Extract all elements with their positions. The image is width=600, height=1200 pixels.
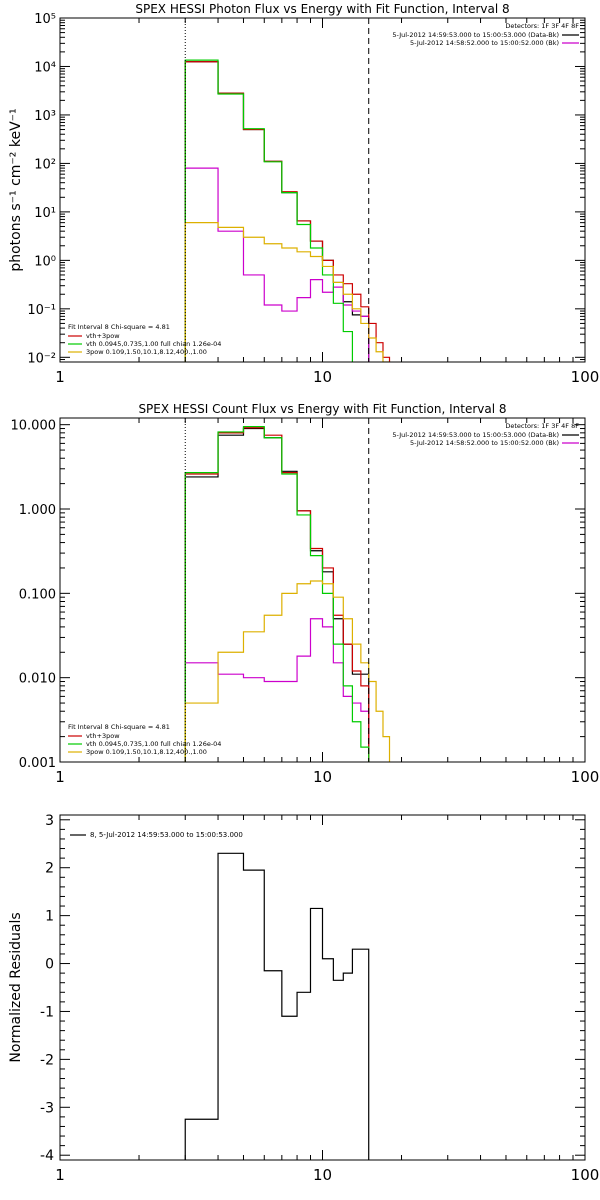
x-tick-label: 1: [55, 368, 65, 386]
y-axis-label: photons s⁻¹ cm⁻² keV⁻¹: [8, 108, 24, 271]
y-tick-label: -2: [40, 1052, 54, 1068]
x-tick-label: 1: [55, 1166, 65, 1184]
x-tick-label: 10: [313, 368, 332, 386]
y-axis-label: Normalized Residuals: [8, 912, 24, 1062]
y-tick-label: 10²: [34, 157, 56, 172]
y-tick-label: 10.000: [11, 419, 57, 434]
series-3pow-line: [184, 580, 391, 762]
y-tick-label: -4: [40, 1148, 54, 1164]
legend-entry-label: 5-Jul-2012 14:59:53.000 to 15:00:53.000 …: [392, 31, 559, 39]
y-tick-label: 10³: [34, 109, 56, 124]
y-tick-label: 0.010: [19, 672, 56, 687]
series-vth-3pow-line: [184, 61, 391, 362]
chart-panel-1: 1 10 100 10⁻² 10⁻¹ 10⁰ 10¹ 10² 10³ 10⁴ 10⁵ SPEX HES…: [8, 2, 600, 386]
legend-header: Detectors: 1F 3F 4F 8F: [505, 22, 579, 30]
series-group: [184, 852, 370, 1160]
x-tick-label: 10: [313, 1166, 332, 1184]
y-tick-label: 10¹: [34, 206, 56, 221]
y-tick-label: 10⁵: [34, 12, 56, 27]
y-tick-label: 1: [45, 909, 54, 925]
legend-entry-label: 3pow 0.109,1.50,10.1,8.12,400.,1.00: [86, 748, 207, 756]
y-tick-label: 10⁻²: [27, 351, 56, 366]
series-3pow-line: [184, 222, 391, 362]
fit-legend-header: Fit Interval 8 Chi-square = 4.81: [68, 723, 170, 731]
legend-entry-label: vth+3pow: [86, 732, 120, 740]
x-tick-label: 100: [571, 368, 600, 386]
chart-title: SPEX HESSI Count Flux vs Energy with Fit…: [138, 402, 506, 416]
legend-entry-label: 5-Jul-2012 14:58:52.000 to 15:00:52.000 …: [410, 439, 559, 447]
chart-title: SPEX HESSI Photon Flux vs Energy with Fi…: [135, 2, 509, 16]
y-tick-label: 10⁴: [34, 60, 56, 75]
legend-header: Detectors: 1F 3F 4F 8F: [505, 422, 579, 430]
series-group: [184, 59, 391, 362]
y-tick-label: -1: [40, 1004, 54, 1020]
x-tick-label: 1: [55, 768, 65, 786]
legend-entry-label: vth 0.0945,0.735,1.00 full chian 1.26e-0…: [86, 340, 221, 348]
y-tick-label: -3: [40, 1100, 54, 1116]
x-tick-label: 100: [571, 768, 600, 786]
y-tick-label: 10⁰: [34, 254, 56, 269]
y-tick-label: 3: [45, 813, 54, 829]
x-tick-label: 10: [313, 768, 332, 786]
legend-entry-label: vth 0.0945,0.735,1.00 full chian 1.26e-0…: [86, 740, 221, 748]
y-tick-label: 0: [45, 957, 54, 973]
y-tick-label: 0.100: [19, 587, 56, 602]
y-tick-label: 10⁻¹: [27, 303, 56, 318]
legend-entry-label: 5-Jul-2012 14:59:53.000 to 15:00:53.000 …: [392, 431, 559, 439]
legend-entry-label: 8, 5-Jul-2012 14:59:53.000 to 15:00:53.0…: [90, 831, 243, 839]
fit-legend-header: Fit Interval 8 Chi-square = 4.81: [68, 323, 170, 331]
y-tick-label: 2: [45, 861, 54, 877]
legend-entry-label: 3pow 0.109,1.50,10.1,8.12,400.,1.00: [86, 348, 207, 356]
legend-entry-label: 5-Jul-2012 14:58:52.000 to 15:00:52.000 …: [410, 39, 559, 47]
series-group: [184, 425, 391, 762]
x-tick-label: 100: [571, 1166, 600, 1184]
chart-panel-3: 1 10 100 -4 -3 -2 -1 0 1 2 3 Normalized Residuals 8,…: [8, 813, 599, 1184]
legend-entry-label: vth+3pow: [86, 332, 120, 340]
chart-panel-2: 1 10 100 0.001 0.010 0.100 1.000 10.000 SPEX HES…: [11, 402, 600, 786]
series-8-5-jul-2012-14-59-53-000-to-15-00-53-000-line: [184, 852, 370, 1160]
y-tick-label: 1.000: [19, 503, 56, 518]
series-vth-line: [184, 425, 370, 762]
series-bk-line: [184, 167, 370, 362]
y-tick-label: 0.001: [19, 756, 56, 771]
